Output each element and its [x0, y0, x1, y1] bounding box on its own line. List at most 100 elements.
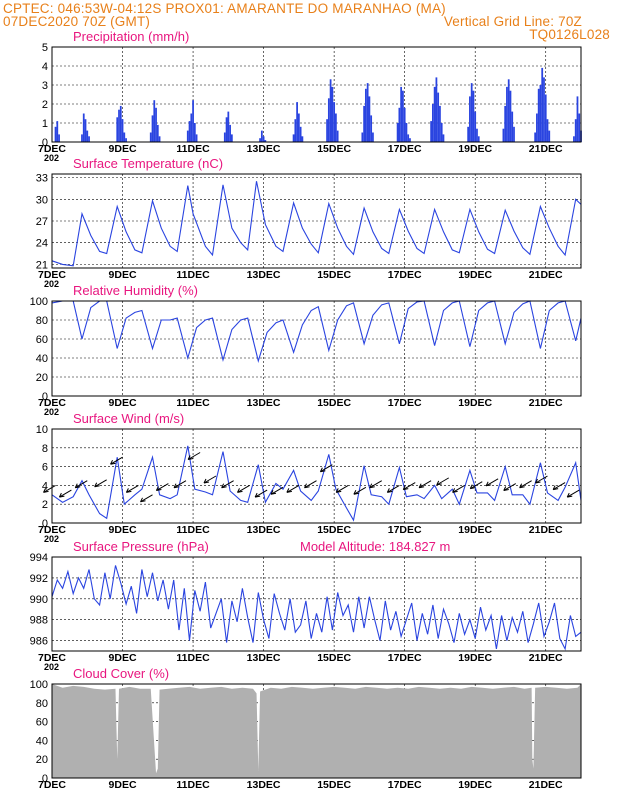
- wind-arrow-head: [566, 492, 573, 498]
- x-tick-label: 17DEC: [388, 524, 422, 536]
- precip-bar: [193, 123, 196, 142]
- precip-bar: [370, 115, 373, 142]
- x-tick-label: 7DEC: [38, 524, 66, 536]
- wind-arrow-head: [452, 488, 458, 493]
- precip-bar: [474, 111, 477, 142]
- precip-bar: [363, 105, 365, 142]
- wind-arrow: [566, 489, 580, 498]
- precip-bar: [259, 138, 261, 142]
- y-tick-label: 40: [36, 735, 48, 747]
- x-tick-label: 15DEC: [317, 779, 351, 791]
- wind-arrow-head: [402, 485, 409, 491]
- model-altitude-label: Model Altitude: 184.827 m: [300, 539, 450, 554]
- x-tick-label: 13DEC: [247, 779, 281, 791]
- wind-arrow: [221, 480, 234, 489]
- wind-arrow-head: [304, 483, 310, 489]
- x-year-label: 202: [44, 153, 59, 163]
- y-tick-label: 20: [36, 754, 48, 766]
- panel-frame: [51, 556, 582, 652]
- precip-bar: [476, 128, 478, 142]
- x-tick-label: 13DEC: [247, 397, 281, 409]
- x-tick-label: 17DEC: [388, 779, 422, 791]
- wind-arrow: [254, 489, 268, 498]
- precip-bar: [149, 132, 152, 142]
- wind-arrow-head: [369, 483, 375, 489]
- precip-bar: [156, 124, 159, 142]
- precip-bar: [467, 126, 470, 142]
- precip-bar: [119, 105, 122, 142]
- precip-bar: [433, 86, 436, 142]
- precip-bar: [361, 132, 364, 142]
- x-tick-label: 21DEC: [529, 524, 563, 536]
- x-tick-label: 21DEC: [529, 652, 563, 664]
- y-tick-label: 986: [30, 636, 48, 648]
- wind-arrow: [452, 484, 465, 493]
- x-tick-label: 17DEC: [388, 143, 422, 155]
- wind-arrow-head: [221, 483, 227, 489]
- panel-frame: [51, 300, 582, 397]
- x-tick-label: 21DEC: [529, 269, 563, 281]
- y-tick-label: 1: [42, 118, 48, 130]
- wind-arrow: [156, 483, 169, 491]
- x-tick-label: 17DEC: [388, 652, 422, 664]
- x-tick-label: 17DEC: [388, 397, 422, 409]
- precip-bar: [409, 138, 411, 142]
- cloud-cover-area: [52, 684, 581, 778]
- wind-arrow: [110, 456, 123, 465]
- precip-bar: [402, 90, 404, 142]
- header-date-line: 07DEC2020 70Z (GMT): [3, 14, 151, 29]
- x-year-label: 202: [44, 407, 59, 417]
- y-tick-label: 80: [36, 315, 48, 327]
- x-tick-label: 15DEC: [317, 397, 351, 409]
- x-tick-label: 19DEC: [458, 524, 492, 536]
- y-tick-label: 6: [42, 462, 48, 474]
- precip-bar: [511, 111, 514, 142]
- precip-bar: [430, 121, 432, 142]
- wind-arrow: [436, 477, 450, 486]
- precip-bar: [368, 96, 371, 142]
- precip-bar: [507, 79, 510, 142]
- precip-bar: [292, 134, 295, 142]
- precip-bar: [190, 113, 193, 142]
- precip-bar: [82, 113, 85, 142]
- wind-arrow-head: [125, 488, 132, 493]
- series-line: [51, 445, 582, 522]
- wind-arrow-head: [418, 483, 425, 489]
- precip-bar: [116, 117, 119, 142]
- precip-bar: [297, 113, 300, 142]
- x-tick-label: 7DEC: [38, 269, 66, 281]
- y-tick-label: 60: [36, 334, 48, 346]
- wind-arrow-head: [335, 488, 342, 493]
- precip-bar: [543, 77, 545, 142]
- precip-bar: [573, 136, 575, 142]
- x-tick-label: 11DEC: [176, 524, 210, 536]
- wind-arrow: [535, 475, 548, 484]
- precip-bar: [118, 109, 120, 142]
- y-tick-label: 27: [36, 216, 48, 228]
- precip-bar: [188, 121, 191, 142]
- wind-arrow: [270, 486, 284, 495]
- precip-bar: [537, 88, 540, 142]
- precip-bar: [230, 134, 233, 142]
- y-tick-label: 10: [36, 424, 48, 436]
- precip-bar: [151, 115, 154, 142]
- x-tick-label: 15DEC: [317, 269, 351, 281]
- panel-title: Cloud Cover (%): [73, 666, 169, 681]
- precip-bar: [469, 96, 471, 142]
- precip-bar: [81, 134, 83, 142]
- wind-arrow-head: [187, 455, 194, 460]
- panel-frame: [51, 173, 582, 269]
- wind-arrow-head: [436, 480, 442, 486]
- wind-arrow-head: [353, 490, 359, 495]
- y-tick-label: 21: [36, 259, 48, 271]
- x-tick-label: 9DEC: [109, 779, 137, 791]
- wind-arrow-head: [140, 497, 146, 503]
- precip-bar: [477, 136, 480, 142]
- series-line: [51, 300, 582, 363]
- wind-arrow-head: [319, 467, 326, 473]
- wind-arrow-head: [552, 485, 559, 491]
- precip-bar: [396, 123, 399, 142]
- precip-bar: [437, 92, 440, 142]
- precip-bar: [225, 117, 228, 142]
